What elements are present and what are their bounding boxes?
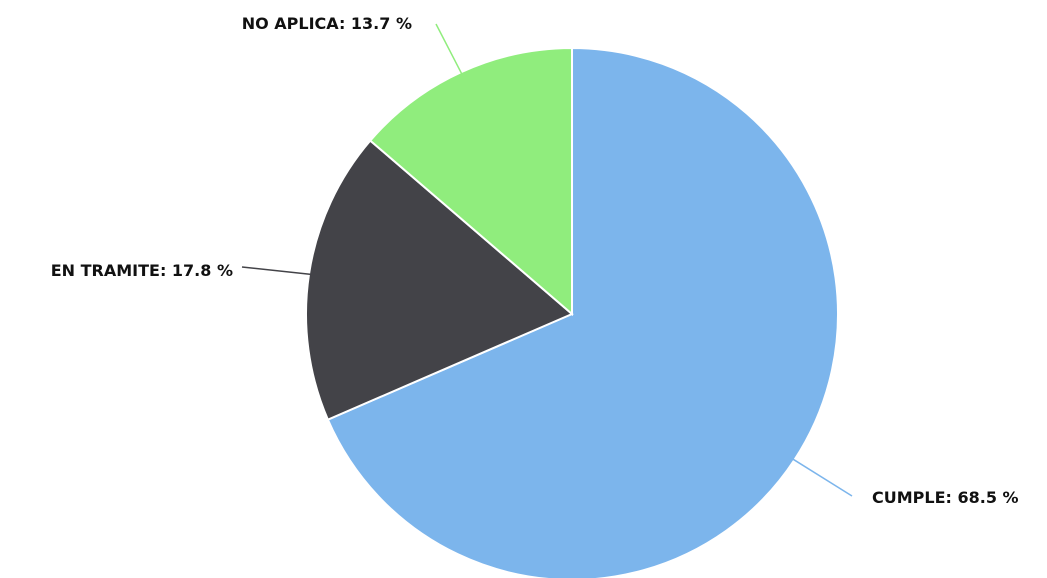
slice-label-cumple: CUMPLE: 68.5 % [872,488,1019,507]
connector-line-en-tramite [241,266,312,276]
connectors-layer [241,23,853,497]
connector-line-cumple [792,458,853,497]
labels-layer: CUMPLE: 68.5 % EN TRAMITE: 17.8 % NO APL… [51,14,1019,507]
slice-label-no-aplica: NO APLICA: 13.7 % [242,14,412,33]
slices-layer [305,46,839,578]
slice-label-en-tramite: EN TRAMITE: 17.8 % [51,261,233,280]
connector-line-no-aplica [435,23,463,75]
